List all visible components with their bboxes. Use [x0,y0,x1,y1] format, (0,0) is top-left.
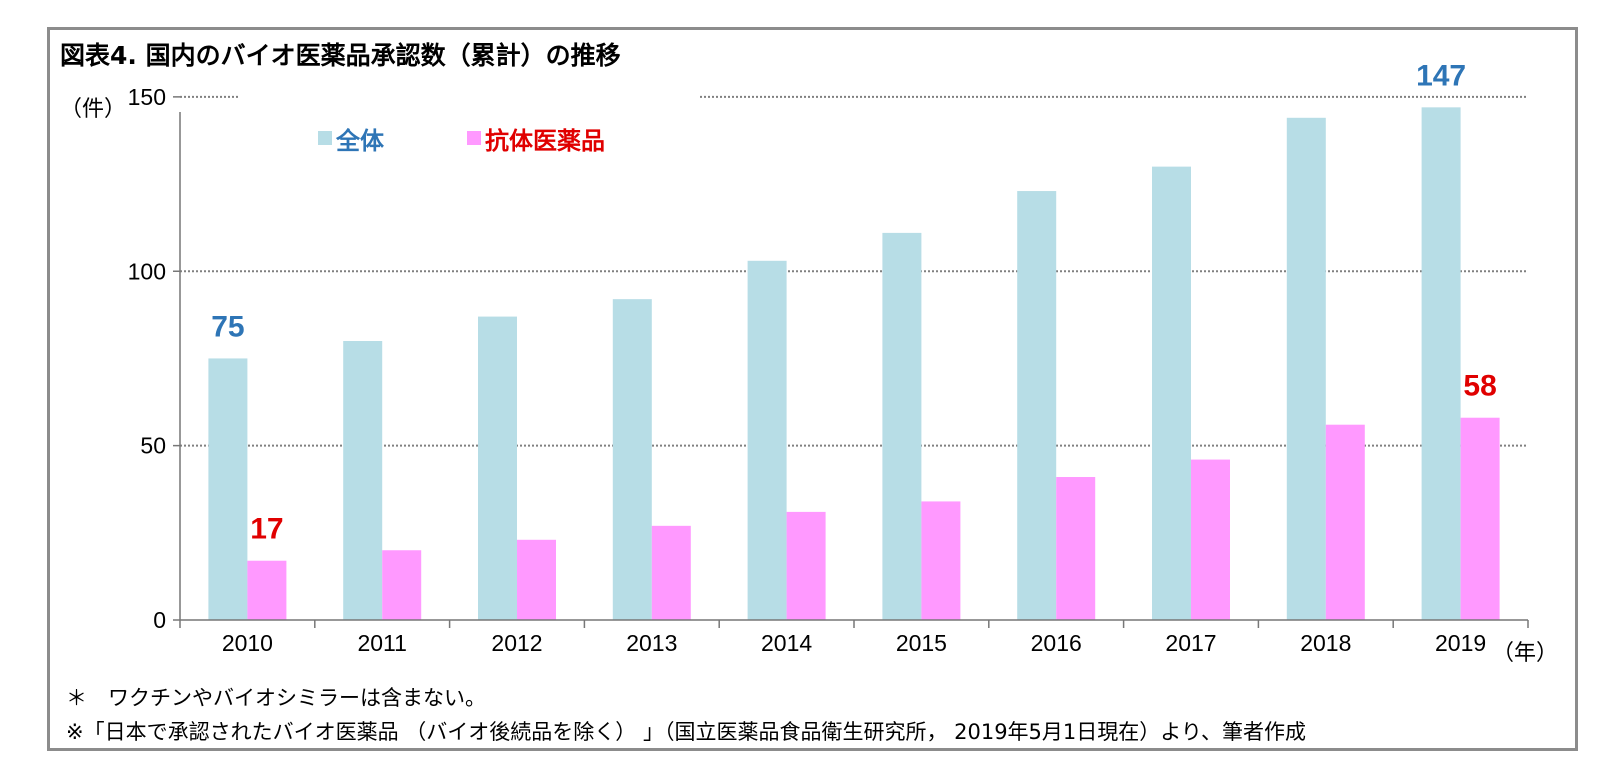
bar-antibody [382,550,422,620]
bar-total [343,341,383,620]
bar-antibody [651,525,691,620]
footnote-exclusion: ＊ ワクチンやバイオシミラーは含まない。 [66,686,486,710]
bar-total [478,316,517,620]
data-label: 75 [211,310,244,343]
legend-swatch [318,131,332,145]
footnote-source: ※「日本で承認されたバイオ医薬品 （バイオ後続品を除く） 」（国立医薬品食品衛生… [66,720,1307,744]
x-tick-label: 2013 [626,630,677,656]
x-tick-label: 2015 [896,630,947,656]
y-tick-label: 100 [128,258,166,284]
data-label: 17 [250,513,283,546]
bar-total [747,260,787,620]
bar-antibody [786,511,826,620]
bar-antibody [921,501,961,620]
bar-antibody [1325,424,1365,620]
bar-total [612,299,652,620]
data-label: 58 [1463,370,1496,403]
bar-total [1017,191,1057,620]
y-tick-label: 150 [128,84,166,110]
bar-total [208,358,248,620]
legend-swatch [467,131,481,145]
bar-antibody [1460,417,1500,620]
bar-antibody [517,539,556,620]
bar-total [1286,117,1326,621]
x-tick-label: 2019 [1435,630,1486,656]
x-tick-label: 2011 [357,630,406,656]
bar-total [882,232,922,620]
y-tick-label: 50 [140,433,166,459]
bar-antibody [1191,459,1230,620]
legend-label: 全体 [335,127,385,155]
x-tick-label: 2016 [1031,630,1082,656]
y-axis-unit: （件） [60,96,126,121]
chart-title: 図表4. 国内のバイオ医薬品承認数（累計）の推移 [60,41,621,70]
y-tick-label: 0 [153,607,166,633]
x-tick-label: 2010 [222,630,273,656]
legend-label: 抗体医薬品 [485,127,605,155]
x-tick-label: 2014 [761,630,812,656]
data-label: 147 [1416,59,1466,92]
x-tick-label: 2018 [1300,630,1351,656]
x-axis-unit: （年） [1492,640,1558,665]
x-tick-label: 2017 [1165,630,1216,656]
bar-antibody [247,560,287,620]
bar-total [1152,166,1191,620]
bar-antibody [1056,477,1096,620]
x-tick-label: 2012 [491,630,542,656]
bar-total [1421,107,1461,620]
